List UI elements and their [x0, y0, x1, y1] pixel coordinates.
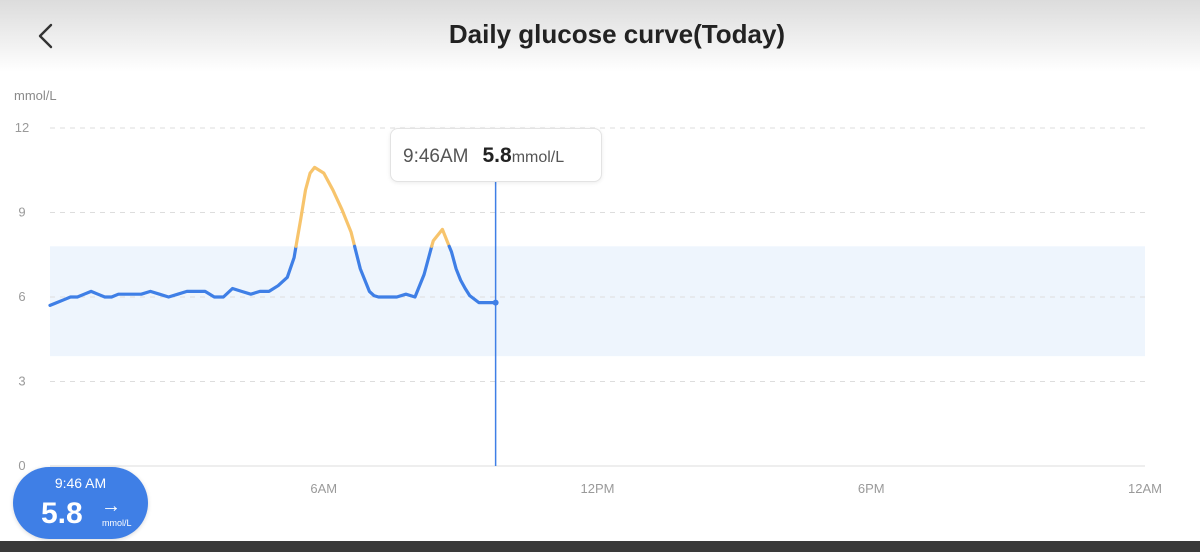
- tooltip-time: 9:46AM: [403, 146, 469, 167]
- glucose-chart[interactable]: mmol/L 0 3 6 9 12 6AM 12PM 6PM 12AM: [0, 72, 1200, 542]
- x-tick-label: 12AM: [1128, 481, 1162, 496]
- chevron-left-icon: [38, 23, 53, 49]
- series-line-in-range: [48, 244, 298, 307]
- y-tick-label: 6: [18, 289, 25, 304]
- x-tick-label: 6AM: [310, 481, 337, 496]
- series-line-in-range: [447, 244, 498, 305]
- y-axis-unit-label: mmol/L: [14, 88, 57, 103]
- series-line-in-range: [353, 244, 434, 299]
- x-tick-label: 6PM: [858, 481, 885, 496]
- glucose-series: [48, 165, 498, 307]
- reading-tooltip: 9:46AM 5.8 mmol/L: [390, 128, 602, 182]
- series-line-above-range: [430, 227, 451, 248]
- target-range-band: [50, 246, 1145, 357]
- arrow-right-icon: →: [101, 495, 121, 517]
- y-tick-label: 0: [18, 458, 25, 473]
- current-reading-unit: mmol/L: [102, 518, 132, 528]
- system-nav-bar: [0, 541, 1200, 552]
- y-tick-label: 12: [15, 120, 29, 135]
- page-title: Daily glucose curve(Today): [448, 19, 786, 49]
- tooltip-value: 5.8: [482, 144, 512, 167]
- grid-lines: [50, 127, 1145, 467]
- current-reading-badge[interactable]: 9:46 AM 5.8 → mmol/L: [13, 467, 148, 539]
- back-button[interactable]: [28, 16, 64, 56]
- y-tick-label: 3: [18, 374, 25, 389]
- cursor-point: [492, 299, 499, 306]
- x-axis: 6AM 12PM 6PM 12AM: [310, 481, 1162, 496]
- x-tick-label: 12PM: [581, 481, 615, 496]
- y-axis: 0 3 6 9 12: [15, 120, 29, 473]
- y-tick-label: 9: [18, 205, 25, 220]
- current-reading-value: 5.8: [41, 497, 83, 530]
- tooltip-unit: mmol/L: [511, 149, 565, 166]
- header: Daily glucose curve(Today): [0, 0, 1200, 72]
- current-reading-time: 9:46 AM: [54, 475, 107, 491]
- series-line-above-range: [294, 165, 357, 248]
